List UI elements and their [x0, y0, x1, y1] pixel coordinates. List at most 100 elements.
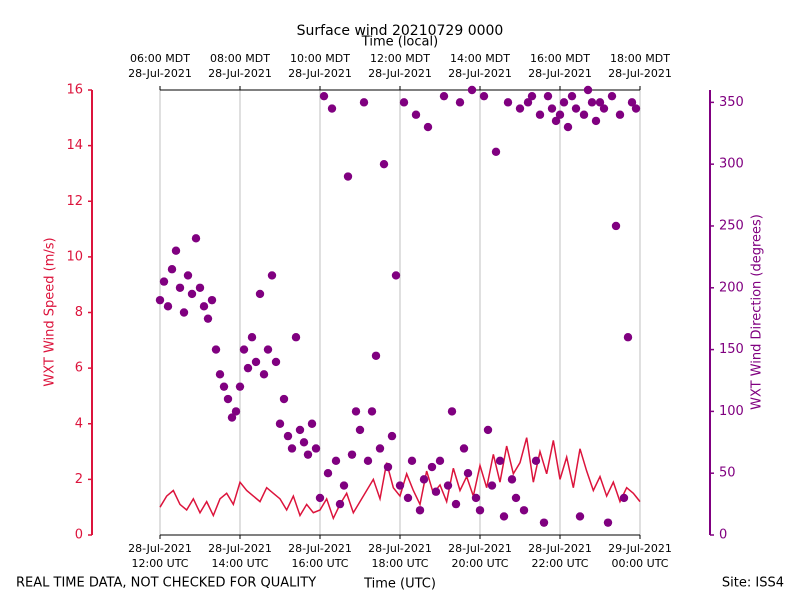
direction-point	[503, 98, 513, 107]
direction-point	[423, 122, 433, 132]
direction-point	[339, 481, 349, 490]
direction-point	[363, 456, 373, 466]
direction-point	[427, 462, 437, 472]
chart-title: Surface wind 20210729 0000	[297, 23, 504, 39]
x-tick-label: 28-Jul-2021	[448, 542, 512, 555]
direction-point	[459, 444, 469, 453]
x2-tick-label: 28-Jul-2021	[528, 67, 592, 80]
y2-tick-label: 200	[719, 280, 744, 295]
direction-point	[623, 333, 633, 342]
x-tick-label: 29-Jul-2021	[608, 542, 672, 555]
direction-point	[415, 506, 425, 515]
direction-point	[471, 493, 481, 503]
direction-point	[443, 481, 453, 490]
x2-tick-label: 28-Jul-2021	[208, 67, 272, 80]
direction-point	[603, 518, 613, 527]
direction-point	[287, 444, 297, 453]
x2-tick-label: 28-Jul-2021	[128, 67, 192, 80]
direction-point	[399, 98, 409, 107]
x-tick-label: 20:00 UTC	[451, 557, 508, 570]
direction-point	[583, 85, 593, 95]
direction-point	[383, 462, 393, 472]
direction-point	[439, 91, 449, 101]
direction-point	[431, 487, 441, 496]
x2-tick-label: 28-Jul-2021	[368, 67, 432, 80]
direction-point	[419, 475, 429, 484]
direction-point	[487, 481, 497, 490]
direction-point	[467, 85, 477, 95]
direction-point	[251, 357, 261, 367]
direction-point	[367, 407, 377, 416]
x-tick-label: 28-Jul-2021	[288, 542, 352, 555]
direction-point	[243, 363, 253, 373]
direction-point	[279, 394, 289, 404]
y2-tick-label: 0	[719, 528, 727, 543]
direction-point	[335, 499, 345, 509]
direction-point	[479, 91, 489, 101]
direction-point	[531, 456, 541, 466]
direction-point	[259, 370, 269, 379]
direction-point	[599, 104, 609, 113]
direction-point	[379, 159, 389, 169]
direction-point	[403, 493, 413, 503]
direction-point	[447, 407, 457, 416]
direction-point	[295, 425, 305, 435]
x2-tick-label: 06:00 MDT	[130, 52, 190, 65]
direction-point	[555, 110, 565, 119]
direction-point	[371, 351, 381, 360]
y2-tick-label: 250	[719, 218, 744, 233]
direction-point	[271, 357, 281, 367]
direction-point	[275, 419, 285, 428]
direction-point	[559, 98, 569, 107]
direction-point	[323, 468, 333, 478]
direction-point	[607, 91, 617, 101]
y-tick-label: 2	[75, 472, 83, 487]
footer-note: REAL TIME DATA, NOT CHECKED FOR QUALITY	[16, 576, 316, 591]
direction-point	[631, 104, 641, 113]
x-tick-label: 18:00 UTC	[371, 557, 428, 570]
direction-point	[215, 370, 225, 379]
direction-point	[199, 302, 209, 311]
site-label: Site: ISS4	[722, 576, 784, 591]
direction-point	[587, 98, 597, 107]
direction-point	[299, 438, 309, 447]
x2-tick-label: 14:00 MDT	[450, 52, 510, 65]
x-tick-label: 28-Jul-2021	[128, 542, 192, 555]
direction-point	[619, 493, 629, 503]
direction-point	[575, 512, 585, 521]
x-tick-label: 28-Jul-2021	[368, 542, 432, 555]
x2-axis-label: Time (local)	[361, 35, 438, 50]
direction-point	[571, 104, 581, 113]
direction-point	[595, 98, 605, 107]
direction-point	[375, 444, 385, 453]
direction-point	[475, 506, 485, 515]
direction-point	[347, 450, 357, 459]
direction-point	[627, 98, 637, 107]
direction-point	[219, 382, 229, 391]
direction-point	[319, 91, 329, 101]
direction-point	[191, 234, 201, 243]
direction-point	[183, 271, 193, 280]
direction-point	[463, 468, 473, 478]
direction-point	[311, 444, 321, 453]
x2-tick-label: 28-Jul-2021	[288, 67, 352, 80]
direction-point	[515, 104, 525, 113]
direction-point	[615, 110, 625, 119]
direction-point	[591, 116, 601, 126]
direction-point	[483, 425, 493, 435]
direction-point	[223, 394, 233, 404]
y2-axis-label: WXT Wind Direction (degrees)	[750, 214, 765, 410]
direction-point	[551, 116, 561, 126]
y-axis-label: WXT Wind Speed (m/s)	[43, 237, 58, 386]
direction-point	[495, 456, 505, 466]
y2-tick-label: 100	[719, 404, 744, 419]
direction-point	[527, 91, 537, 101]
direction-point	[411, 110, 421, 119]
direction-point	[331, 456, 341, 466]
x-tick-label: 28-Jul-2021	[208, 542, 272, 555]
y2-tick-label: 350	[719, 95, 744, 110]
x-tick-label: 00:00 UTC	[611, 557, 668, 570]
direction-point	[167, 265, 177, 274]
direction-point	[267, 271, 277, 280]
